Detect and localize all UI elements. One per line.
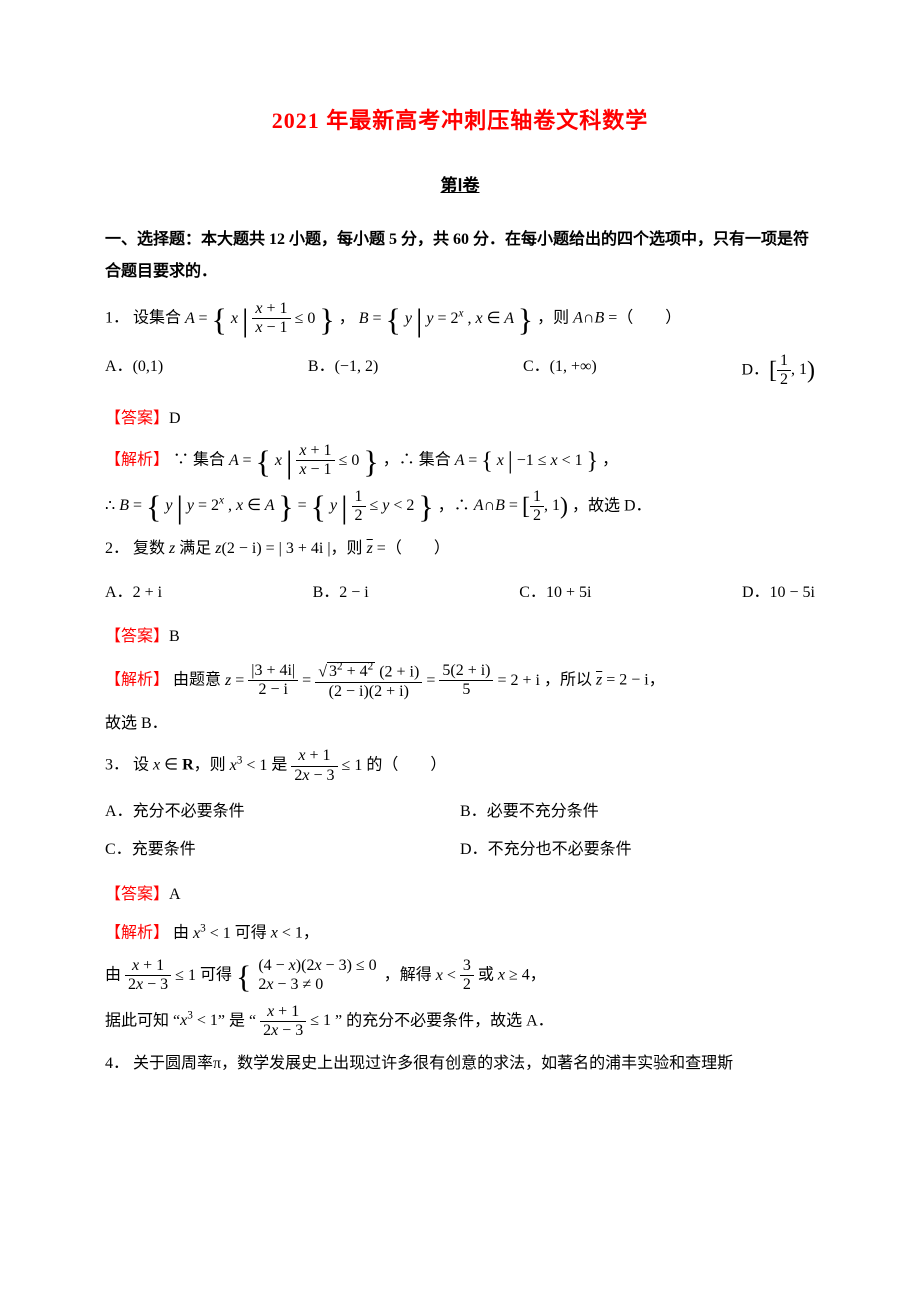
q1-comma-1: ， [339,310,355,327]
q3-explanation-2: 由 x + 12x − 3 ≤ 1 可得 { (4 − x)(2x − 3) ≤… [105,957,815,995]
q3-option-d: D．不充分也不必要条件 [460,835,815,865]
q2-option-c: C．10 + 5i [519,578,591,608]
q1-set-a: A = { x | x + 1x − 1 ≤ 0 } [185,310,335,327]
q2-answer: 【答案】B [105,622,815,652]
q4-number: 4． [105,1055,129,1072]
q1-explanation-1: 【解析】 ∵ 集合 A = { x | x + 1x − 1 ≤ 0 } ，∴ … [105,442,815,480]
q3-number: 3． [105,757,129,774]
q2-option-d: D．10 − 5i [742,578,815,608]
q3-option-a: A．充分不必要条件 [105,797,460,827]
q1-stem-suffix: ，则 A∩B =（ ） [537,310,681,327]
question-3: 3． 设 x ∈ R，则 x3 < 1 是 x + 12x − 3 ≤ 1 的（… [105,747,815,785]
q2-explanation: 【解析】 由题意 z = |3 + 4i|2 − i = √32 + 42 (2… [105,661,815,701]
q2-options: A．2 + i B．2 − i C．10 + 5i D．10 − 5i [105,578,815,608]
q3-option-c: C．充要条件 [105,835,460,865]
q3-options: A．充分不必要条件 B．必要不充分条件 C．充要条件 D．不充分也不必要条件 [105,793,815,870]
q1-set-b: B = { y | y = 2x , x ∈ A } [359,310,533,327]
q1-option-b: B．(−1, 2) [308,352,378,390]
q2-option-b: B．2 − i [313,578,369,608]
section-heading: 一、选择题：本大题共 12 小题，每小题 5 分，共 60 分．在每小题给出的四… [105,224,815,288]
q1-answer: 【答案】D [105,404,815,434]
q1-options: A．(0,1) B．(−1, 2) C．(1, +∞) D．[12, 1) [105,352,815,390]
question-2: 2． 复数 z 满足 z(2 − i) = | 3 + 4i |，则 z =（ … [105,534,815,564]
q3-explanation-3: 据此可知 “x3 < 1” 是 “ x + 12x − 3 ≤ 1 ” 的充分不… [105,1003,815,1041]
q2-option-a: A．2 + i [105,578,162,608]
q3-explanation-1: 【解析】 由 x3 < 1 可得 x < 1， [105,918,815,949]
q1-option-d: D．[12, 1) [741,352,815,390]
q2-stem: 复数 z 满足 z(2 − i) = | 3 + 4i |，则 z =（ ） [133,540,450,557]
q1-stem-prefix: 设集合 [133,310,185,327]
q2-number: 2． [105,540,129,557]
exam-subtitle: 第Ⅰ卷 [105,170,815,202]
question-4: 4． 关于圆周率π，数学发展史上出现过许多很有创意的求法，如著名的浦丰实验和查理… [105,1049,815,1079]
q2-explanation-tail: 故选 B． [105,709,815,739]
q4-stem: 关于圆周率π，数学发展史上出现过许多很有创意的求法，如著名的浦丰实验和查理斯 [133,1055,733,1072]
q3-stem: 设 x ∈ R，则 x3 < 1 是 x + 12x − 3 ≤ 1 的（ ） [133,757,446,774]
q1-option-a: A．(0,1) [105,352,163,390]
q1-option-c: C．(1, +∞) [523,352,597,390]
q3-option-b: B．必要不充分条件 [460,797,815,827]
q1-number: 1． [105,310,129,327]
q1-explanation-2: ∴ B = { y | y = 2x , x ∈ A } = { y | 12 … [105,488,815,526]
question-1: 1． 设集合 A = { x | x + 1x − 1 ≤ 0 } ， B = … [105,300,815,338]
q3-answer: 【答案】A [105,880,815,910]
exam-title: 2021 年最新高考冲刺压轴卷文科数学 [105,100,815,142]
